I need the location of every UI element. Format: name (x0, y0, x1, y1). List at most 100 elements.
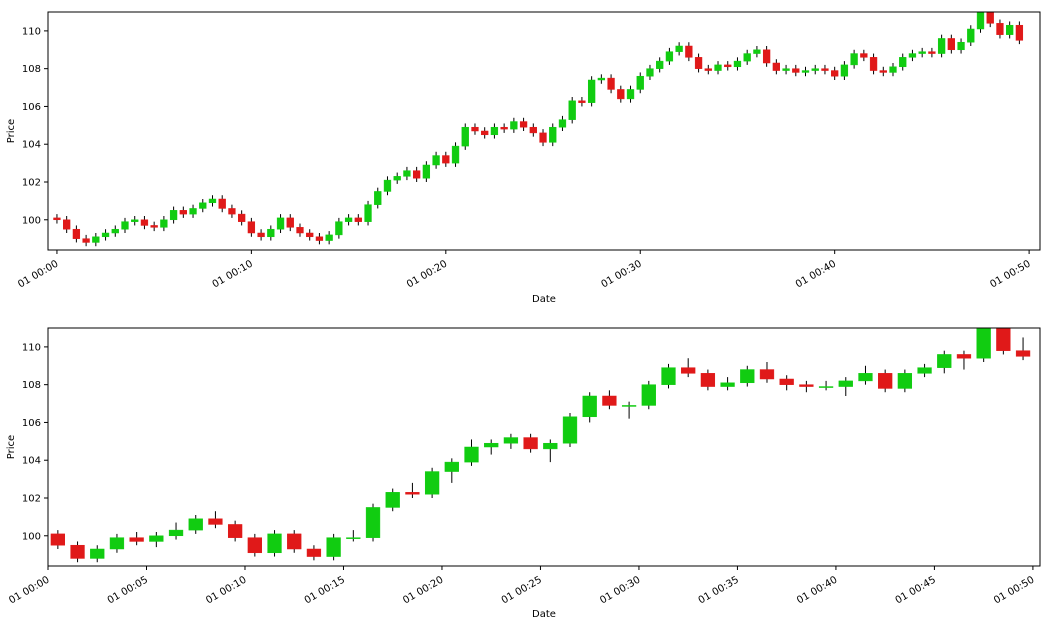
candle-body (383, 179, 392, 192)
candle-body (315, 236, 324, 241)
candle-body (831, 70, 839, 77)
candle-body (393, 176, 401, 181)
y-tick-label: 106 (22, 418, 41, 429)
candle-body (578, 100, 586, 103)
candle-body (860, 53, 868, 58)
candle-body (121, 221, 129, 230)
candle-body (681, 367, 696, 374)
candle-body (451, 145, 460, 164)
candle-body (582, 395, 597, 418)
candle-body (70, 544, 85, 559)
candle-body (344, 217, 353, 222)
candle-body (523, 437, 538, 450)
candle-body (287, 533, 302, 550)
candle-body (227, 524, 243, 538)
candle-body (779, 378, 794, 385)
candle-body (149, 535, 164, 542)
candle-body (602, 395, 617, 406)
candle-body (753, 49, 761, 54)
subplot: 100 102 104 106 108 110 01 00:00 01 00:05 01 00:… (6, 327, 1041, 620)
candle-body (374, 191, 382, 205)
candle-body (1015, 350, 1031, 357)
candle-body (641, 384, 656, 406)
candle-body (840, 64, 849, 77)
x-tick-label: 01 00:25 (500, 575, 544, 607)
candle-body (247, 537, 262, 554)
x-tick-label: 01 00:00 (16, 259, 60, 291)
candle-body (986, 12, 994, 24)
candle-body (858, 373, 873, 382)
candle-body (82, 238, 90, 243)
candle-body (335, 221, 343, 236)
candle-body (306, 548, 322, 557)
candle-body (208, 198, 217, 204)
candle-body (714, 64, 722, 71)
candle-body (665, 51, 674, 62)
candle-body (685, 45, 693, 58)
x-tick-label: 01 00:50 (988, 259, 1032, 291)
candle-body (365, 507, 381, 538)
x-tick-label: 01 00:15 (303, 575, 347, 607)
candle-body (733, 60, 742, 68)
candle-body (424, 471, 440, 495)
candle-body (444, 461, 459, 472)
candle-body (276, 217, 285, 230)
candle-body (759, 369, 775, 380)
candle-body (267, 533, 282, 554)
y-axis-label: Price (6, 435, 17, 459)
candle-body (63, 219, 71, 230)
candle-body (131, 219, 139, 222)
candle-body (208, 518, 223, 525)
candle-body (160, 219, 168, 228)
candles (50, 328, 1031, 563)
candle-body (188, 518, 203, 531)
axes-frame (47, 327, 1041, 567)
candle-body (646, 68, 654, 77)
candle-body (821, 68, 829, 71)
candle-body (743, 53, 751, 62)
candle-body (53, 217, 61, 221)
candle-body (762, 49, 771, 64)
candle-body (90, 548, 105, 559)
candle-body (403, 170, 411, 177)
candle-body (519, 121, 528, 128)
candle-body (129, 537, 144, 542)
candle-body (799, 384, 814, 387)
candle-body (50, 533, 65, 546)
candle-body (704, 68, 712, 71)
candle-body (490, 126, 499, 136)
x-tick-label: 01 00:40 (795, 575, 839, 607)
candle-body (111, 228, 119, 234)
candle-body (897, 373, 913, 389)
candle-body (818, 386, 834, 388)
candle-body (199, 202, 207, 209)
candle-body (621, 405, 637, 407)
candle-body (899, 57, 907, 68)
y-tick-label: 108 (22, 380, 41, 391)
candle-body (1006, 24, 1014, 35)
candle-body (461, 126, 469, 147)
candle-body (464, 446, 479, 463)
candle-body (72, 228, 81, 239)
candle-body (675, 45, 683, 52)
candle-body (878, 373, 893, 389)
candle-body (92, 236, 100, 243)
candle-body (801, 70, 810, 73)
candle-body (850, 53, 858, 66)
y-tick-label: 102 (22, 494, 41, 505)
candle-body (917, 367, 932, 374)
candle-body (238, 213, 246, 222)
y-tick-label: 110 (22, 26, 41, 37)
candle-body (412, 170, 421, 179)
candle-body (626, 89, 635, 100)
candle-body (179, 210, 187, 215)
candle-body (169, 210, 178, 221)
candle-body (976, 12, 985, 30)
candle-body (996, 328, 1011, 351)
candle-body (484, 442, 499, 448)
candle-body (257, 232, 265, 238)
candle-body (1015, 24, 1024, 41)
candle-body (879, 70, 887, 73)
x-tick-label: 01 00:10 (204, 575, 248, 607)
candle-body (700, 373, 716, 387)
